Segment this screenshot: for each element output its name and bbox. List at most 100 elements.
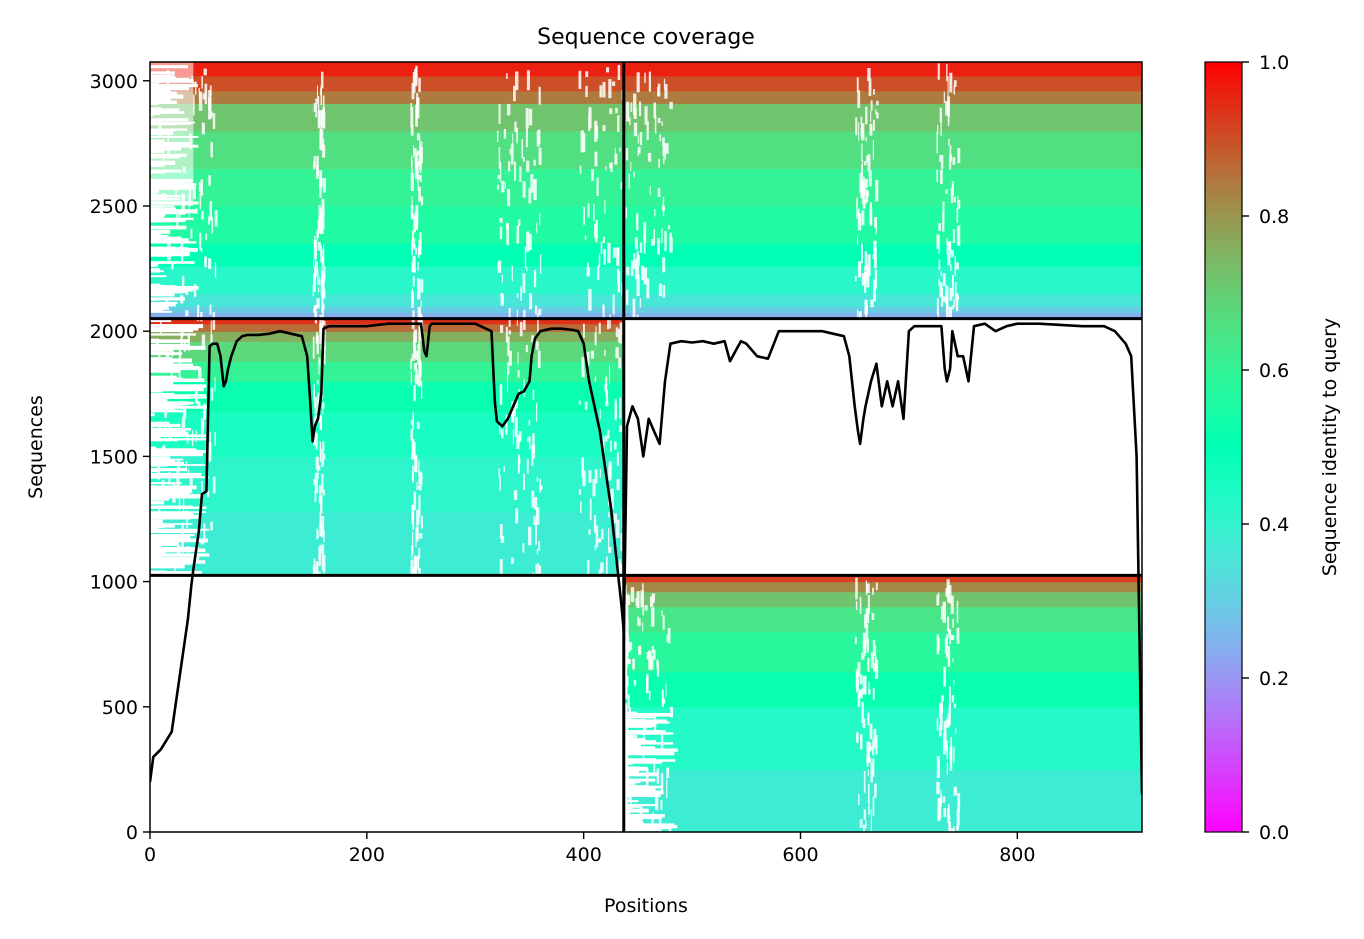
coverage-gap [539,485,543,490]
coverage-gap [536,477,539,483]
coverage-gap [957,295,960,300]
coverage-gap [533,269,537,288]
coverage-gap [956,207,959,223]
heatmap-band [150,331,624,342]
coverage-gap [949,72,953,93]
coverage-gap [150,217,194,221]
coverage-gap [150,402,194,405]
coverage-gap [859,674,863,685]
coverage-gap [150,560,192,565]
coverage-gap [150,220,186,223]
coverage-gap [596,177,599,197]
coverage-gap [214,377,216,392]
coverage-gap [872,254,875,259]
coverage-gap [618,357,621,369]
coverage-gap [418,567,421,575]
coverage-gap [602,81,606,98]
coverage-gap [150,369,180,373]
coverage-gap [414,237,416,249]
coverage-gap [208,175,211,186]
coverage-gap [626,595,631,605]
coverage-gap [858,210,860,224]
coverage-gap [150,213,153,218]
coverage-gap [313,564,316,572]
coverage-gap [313,417,316,424]
coverage-gap [861,652,865,660]
coverage-gap [663,143,667,160]
coverage-gap [948,821,952,832]
coverage-gap [656,661,660,677]
coverage-gap [626,831,630,832]
coverage-gap [865,309,868,325]
coverage-gap [945,101,949,116]
coverage-gap [634,258,638,280]
coverage-gap [947,586,950,603]
coverage-gap [512,133,514,147]
coverage-gap [942,796,946,803]
coverage-gap [943,91,945,104]
coverage-gap [529,293,533,310]
coverage-gap [623,824,667,828]
coverage-gap [656,768,660,784]
coverage-gap [526,267,528,272]
coverage-gap [624,657,627,680]
coverage-gap [869,723,873,740]
coverage-gap [410,155,413,168]
coverage-gap [499,524,503,539]
coverage-gap [639,132,643,146]
coverage-gap [150,528,160,531]
coverage-gap [860,127,864,137]
coverage-gap [420,515,424,529]
coverage-gap [150,438,208,441]
coverage-gap [955,293,959,312]
coverage-gap [607,242,611,264]
coverage-gap [947,713,951,727]
coverage-gap [610,488,614,509]
coverage-gap [517,370,520,378]
coverage-gap [595,219,598,239]
coverage-gap [150,327,158,332]
coverage-gap [620,532,623,552]
coverage-gap [180,328,183,349]
coverage-gap [411,195,413,209]
coverage-gap [316,155,319,176]
coverage-gap [150,459,176,464]
coverage-gap [214,210,218,227]
coverage-gap [854,636,857,644]
coverage-gap [597,538,602,543]
coverage-gap [411,353,415,362]
coverage-gap [579,501,582,514]
heatmap-band [150,456,624,513]
coverage-gap [536,222,538,234]
coverage-gap [178,364,181,381]
coverage-gap [150,485,156,487]
coverage-gap [653,102,657,119]
y-tick-label: 1500 [90,446,138,468]
coverage-gap [866,268,870,288]
coverage-gap [667,628,671,644]
coverage-gap [323,265,326,282]
coverage-gap [630,102,633,112]
coverage-gap [867,712,870,726]
colorbar-gradient [1204,61,1243,833]
coverage-gap [204,83,208,105]
coverage-gap [522,543,525,553]
coverage-gap [150,451,155,456]
coverage-gap [637,134,639,144]
coverage-gap [876,100,879,106]
coverage-gap [936,298,939,315]
coverage-gap [411,230,414,247]
coverage-gap [623,800,639,803]
coverage-gap [411,545,414,556]
coverage-gap [417,374,422,387]
coverage-gap [641,265,644,281]
coverage-gap [665,683,667,697]
coverage-gap [623,714,629,717]
coverage-gap [588,113,591,132]
coverage-gap [506,103,511,116]
coverage-gap [320,574,323,594]
coverage-gap [865,580,867,596]
coverage-gap [150,213,164,218]
coverage-gap [856,678,860,692]
coverage-gap [212,113,216,130]
